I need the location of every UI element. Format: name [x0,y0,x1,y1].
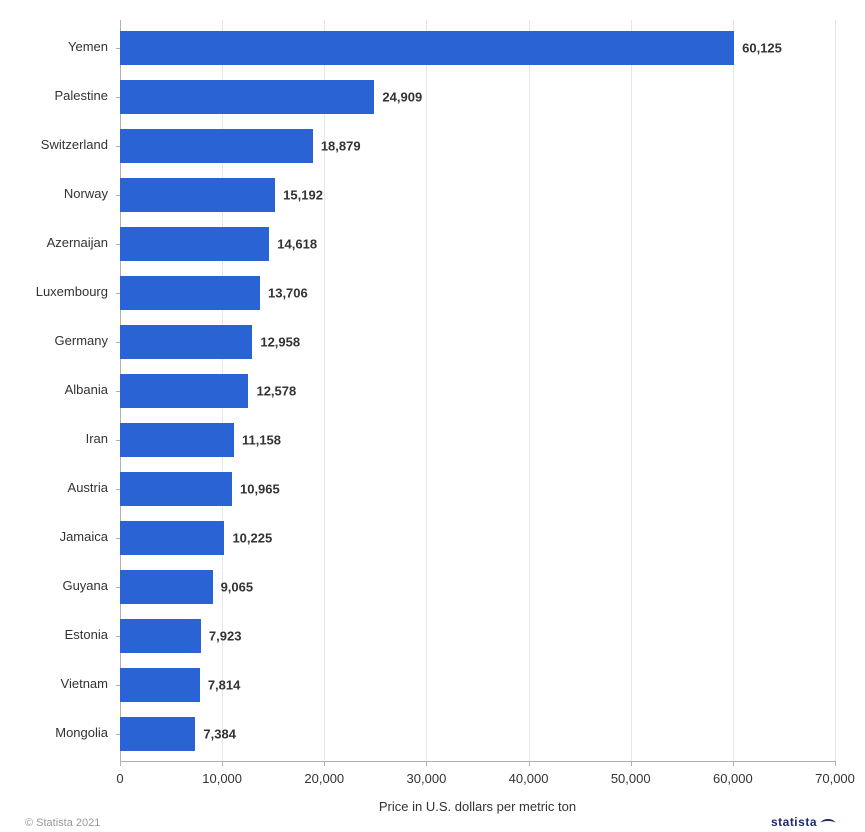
category-label: Estonia [8,627,108,642]
category-label: Iran [8,431,108,446]
x-tick-mark [120,761,121,766]
category-label: Albania [8,382,108,397]
logo-wave-icon [821,815,835,829]
bar-row: 24,909 [120,80,835,114]
bar-value-label: 10,965 [240,481,280,496]
x-tick-label: 0 [116,771,123,786]
x-tick-mark [733,761,734,766]
bar[interactable]: 10,225 [120,521,224,555]
bar-value-label: 24,909 [382,89,422,104]
bar-row: 10,965 [120,472,835,506]
statista-logo: statista [771,815,835,829]
bar[interactable]: 18,879 [120,129,313,163]
x-tick-mark [324,761,325,766]
category-label: Switzerland [8,137,108,152]
bar-row: 7,923 [120,619,835,653]
category-label: Mongolia [8,725,108,740]
bar[interactable]: 14,618 [120,227,269,261]
bar-value-label: 13,706 [268,285,308,300]
category-label: Palestine [8,88,108,103]
x-tick-label: 20,000 [304,771,344,786]
bar-row: 7,384 [120,717,835,751]
category-label: Azernaijan [8,235,108,250]
bar[interactable]: 60,125 [120,31,734,65]
bar-value-label: 7,814 [208,677,241,692]
bar-value-label: 10,225 [232,530,272,545]
bar-row: 7,814 [120,668,835,702]
bar-value-label: 60,125 [742,40,782,55]
x-tick-label: 50,000 [611,771,651,786]
bar-value-label: 12,958 [260,334,300,349]
bar-value-label: 15,192 [283,187,323,202]
bar-value-label: 9,065 [221,579,254,594]
x-tick-label: 40,000 [509,771,549,786]
bar-row: 18,879 [120,129,835,163]
x-tick-label: 10,000 [202,771,242,786]
bar-value-label: 14,618 [277,236,317,251]
bar-row: 15,192 [120,178,835,212]
bar-row: 13,706 [120,276,835,310]
category-label: Luxembourg [8,284,108,299]
bar-value-label: 7,923 [209,628,242,643]
bar[interactable]: 11,158 [120,423,234,457]
gridline [835,20,836,761]
category-label: Vietnam [8,676,108,691]
bar[interactable]: 7,384 [120,717,195,751]
bar[interactable]: 12,578 [120,374,248,408]
chart-container: 0 10,000 20,000 30,000 40,000 50,000 60,000 70,… [0,0,865,832]
bar-value-label: 11,158 [242,432,281,447]
x-axis-title: Price in U.S. dollars per metric ton [120,799,835,814]
bar-row: 14,618 [120,227,835,261]
bar-row: 12,958 [120,325,835,359]
bar-row: 60,125 [120,31,835,65]
bar[interactable]: 10,965 [120,472,232,506]
bar-row: 12,578 [120,374,835,408]
bar[interactable]: 24,909 [120,80,374,114]
category-label: Jamaica [8,529,108,544]
logo-text: statista [771,815,817,829]
bar[interactable]: 12,958 [120,325,252,359]
bar[interactable]: 13,706 [120,276,260,310]
category-label: Austria [8,480,108,495]
x-tick-mark [529,761,530,766]
x-tick-mark [426,761,427,766]
x-tick-label: 60,000 [713,771,753,786]
bar-value-label: 12,578 [256,383,296,398]
x-tick-mark [631,761,632,766]
bar[interactable]: 15,192 [120,178,275,212]
category-label: Guyana [8,578,108,593]
x-tick-mark [222,761,223,766]
category-label: Germany [8,333,108,348]
plot-area: 010,00020,00030,00040,00050,00060,00070,… [120,20,835,762]
bar-value-label: 18,879 [321,138,361,153]
x-tick-label: 30,000 [407,771,447,786]
category-label: Norway [8,186,108,201]
bar[interactable]: 7,814 [120,668,200,702]
x-tick-label: 70,000 [815,771,855,786]
copyright-text: © Statista 2021 [25,817,100,829]
x-tick-mark [835,761,836,766]
bar[interactable]: 9,065 [120,570,213,604]
category-label: Yemen [8,39,108,54]
bar-row: 9,065 [120,570,835,604]
bar-row: 10,225 [120,521,835,555]
bar-row: 11,158 [120,423,835,457]
bar[interactable]: 7,923 [120,619,201,653]
bar-value-label: 7,384 [203,726,236,741]
